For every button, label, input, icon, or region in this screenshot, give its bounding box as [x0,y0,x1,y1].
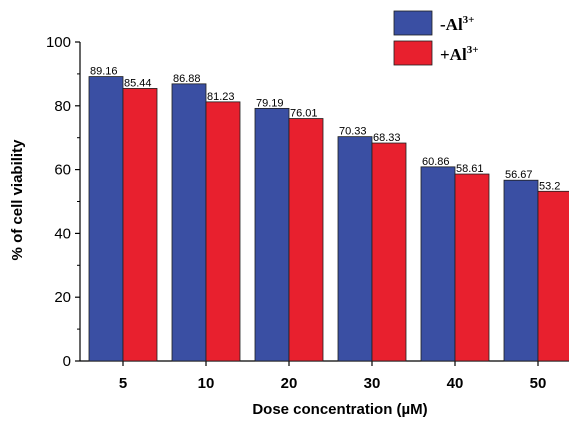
bar [537,190,569,362]
y-tick-label: 0 [63,353,71,370]
bar-value-label: 53.2 [539,180,560,192]
legend-swatch [393,40,433,66]
bar-value-label: 79.19 [256,97,284,109]
bar-value-label: 85.44 [124,77,152,89]
bar [88,76,124,362]
data-labels: 89.16 85.44 86.88 81.23 79.19 76.01 70.33 68.33… [90,66,560,193]
bar [503,179,539,362]
y-tick-label: 100 [46,34,71,51]
y-tick-label: 80 [54,98,71,115]
bar [420,166,456,362]
y-axis-title: % of cell viability [9,139,26,261]
x-tick-label: 5 [119,375,127,392]
bar-value-label: 86.88 [173,73,201,85]
x-tick-label: 10 [198,375,215,392]
bar [122,88,158,362]
legend-label: -Al3+ [440,14,474,34]
legend-swatch [393,10,433,36]
tick-labels: 0 20 40 60 80 100 5 10 20 30 40 50 [46,34,546,392]
bar-value-label: 60.86 [422,156,450,168]
x-tick-label: 20 [281,375,298,392]
bar [337,136,373,362]
x-tick-label: 30 [364,375,381,392]
legend: -Al3+ +Al3+ [393,10,478,66]
bar-value-label: 68.33 [373,132,401,144]
bar-value-label: 81.23 [207,91,235,103]
x-tick-label: 50 [530,375,547,392]
bar [454,173,490,362]
bar [205,101,241,362]
y-tick-label: 60 [54,162,71,179]
bar-value-label: 58.61 [456,163,484,175]
y-tick-label: 20 [54,289,71,306]
bar-value-label: 76.01 [290,108,318,120]
bar [288,118,324,362]
bars [88,76,569,362]
bar [371,142,407,362]
x-tick-label: 40 [447,375,464,392]
y-tick-label: 40 [54,225,71,242]
legend-label: +Al3+ [440,44,478,64]
bar-value-label: 56.67 [505,169,533,181]
bar [171,83,207,362]
bar-value-label: 70.33 [339,126,367,138]
bar-value-label: 89.16 [90,66,118,78]
bar [254,107,290,362]
x-axis-title: Dose concentration (µM) [252,401,427,418]
